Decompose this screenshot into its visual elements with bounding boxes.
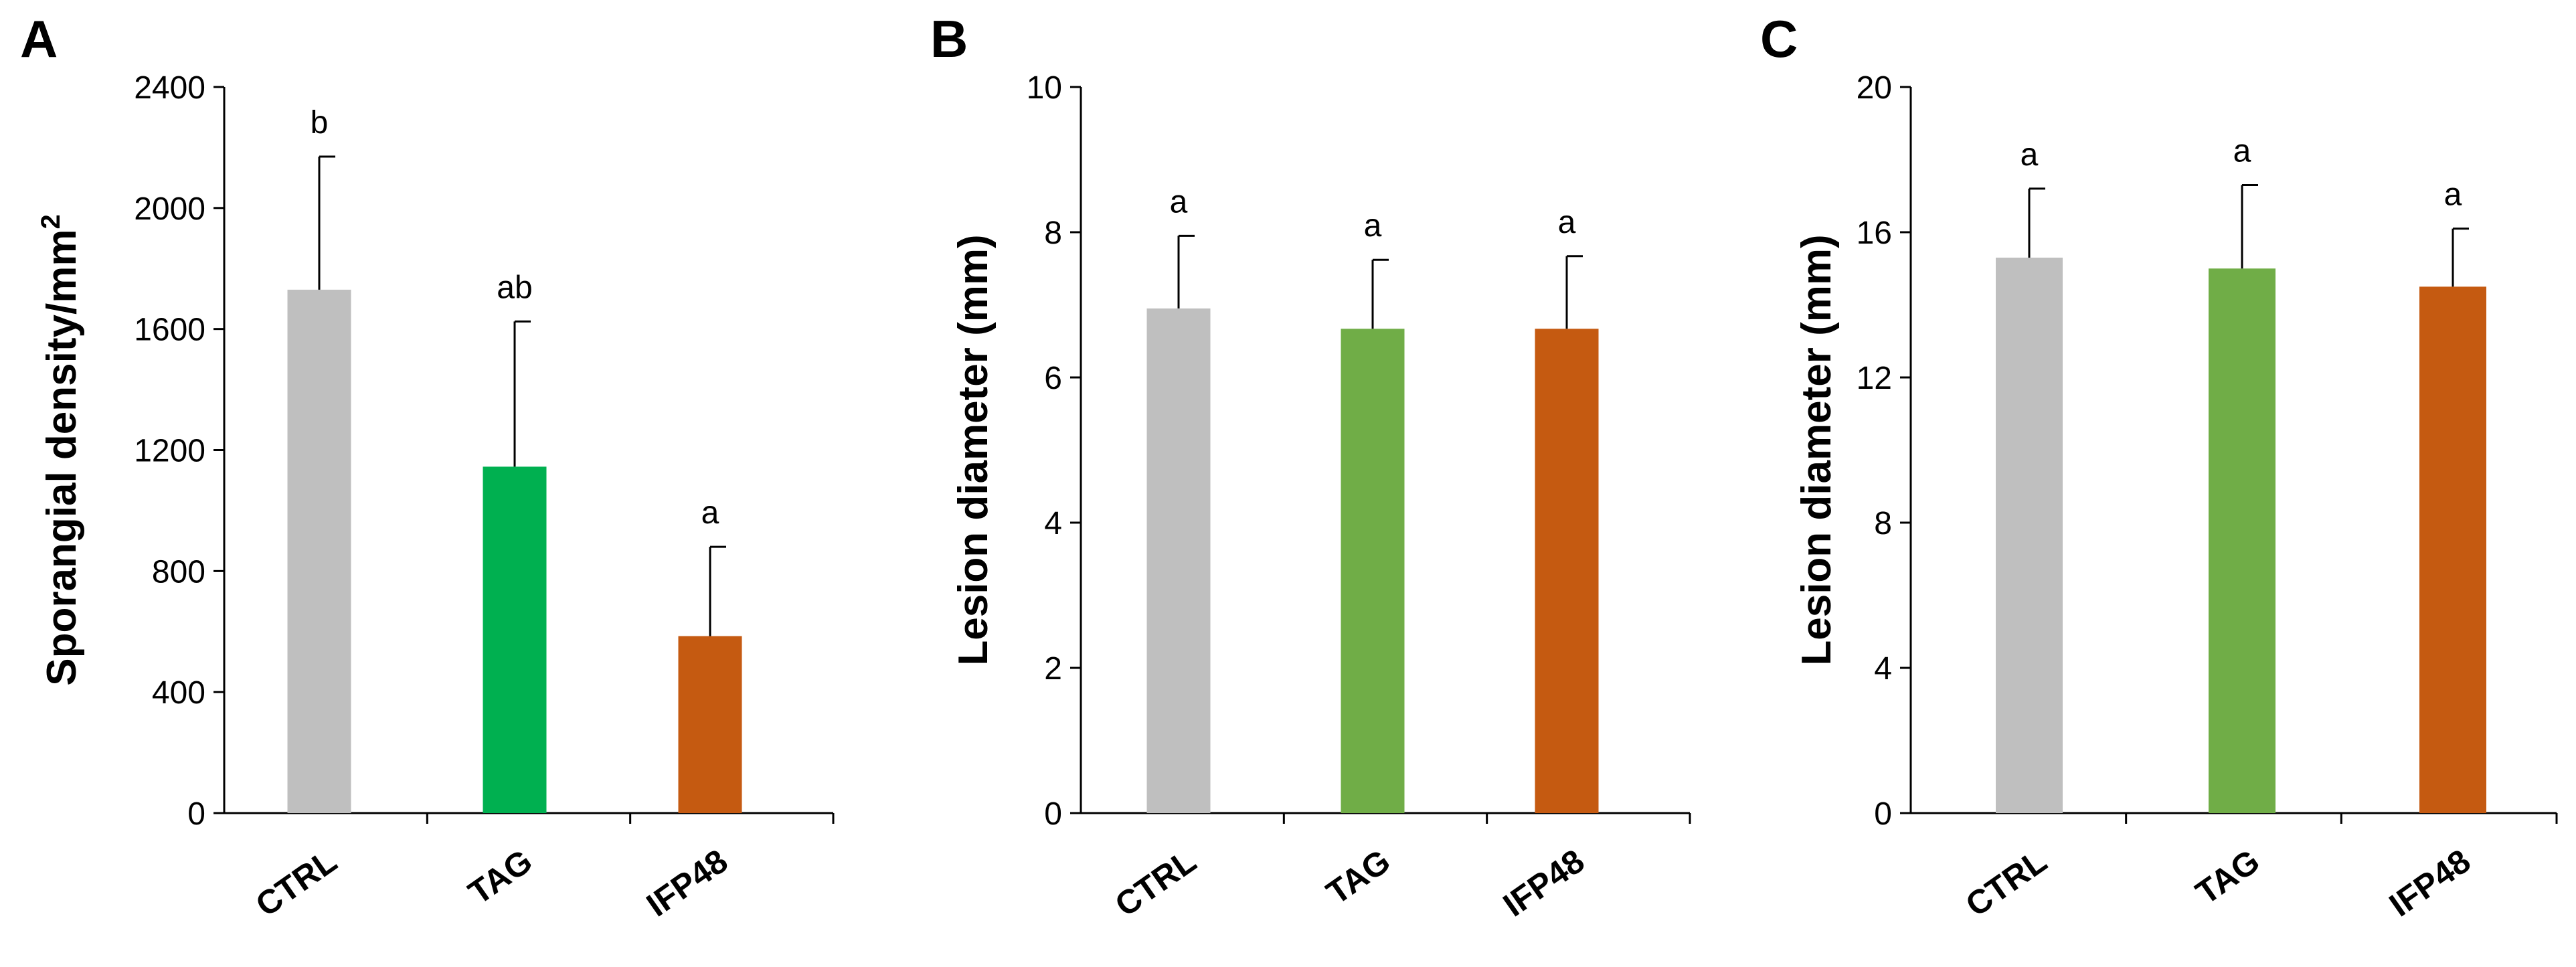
y-tick-label: 16 bbox=[1857, 215, 1892, 251]
x-tick-label: IFP48 bbox=[2383, 842, 2477, 924]
significance-label: a bbox=[1170, 184, 1188, 219]
bar-ctrl bbox=[1996, 257, 2063, 814]
bar-tag bbox=[2209, 268, 2276, 813]
significance-label: a bbox=[2444, 177, 2462, 213]
y-tick-label: 2000 bbox=[134, 191, 205, 227]
bar-ifp48 bbox=[2419, 286, 2486, 813]
y-tick-label: 2 bbox=[1044, 651, 1062, 687]
significance-label: a bbox=[2021, 137, 2039, 173]
significance-label: b bbox=[311, 105, 329, 141]
x-tick-label: TAG bbox=[2189, 842, 2267, 911]
y-tick-label: 800 bbox=[152, 554, 205, 590]
y-tick-label: 1200 bbox=[134, 434, 205, 469]
significance-label: a bbox=[1364, 208, 1382, 244]
x-tick-label: CTRL bbox=[1959, 842, 2053, 924]
y-axis-label-superscript: 2 bbox=[36, 214, 66, 229]
y-tick-label: 1600 bbox=[134, 313, 205, 348]
y-tick-label: 8 bbox=[1874, 506, 1892, 541]
x-tick-label: TAG bbox=[462, 842, 539, 911]
y-tick-label: 0 bbox=[187, 796, 205, 832]
panel-b: B 0 2 4 6 8 10 Lesion diameter (mm) a CTRL a TAG a IF… bbox=[930, 9, 1691, 924]
y-tick-label: 10 bbox=[1027, 70, 1062, 106]
significance-label: a bbox=[701, 495, 719, 531]
panel-c: C 0 4 8 12 16 20 Lesion diameter (mm) a CTRL a TAG a… bbox=[1760, 9, 2558, 924]
bar-ifp48 bbox=[1535, 329, 1599, 813]
x-tick-label: IFP48 bbox=[1496, 842, 1591, 924]
x-tick-label: IFP48 bbox=[640, 842, 734, 924]
y-tick-label: 0 bbox=[1044, 796, 1062, 832]
y-tick-label: 4 bbox=[1874, 651, 1892, 687]
y-tick-label: 400 bbox=[152, 675, 205, 711]
y-tick-label: 20 bbox=[1857, 70, 1892, 106]
y-tick-label: 4 bbox=[1044, 506, 1062, 541]
panel-letter: B bbox=[930, 9, 968, 68]
bar-ctrl bbox=[1146, 308, 1211, 813]
significance-label: a bbox=[2233, 133, 2251, 169]
significance-label: a bbox=[1558, 205, 1576, 240]
y-tick-label: 6 bbox=[1044, 361, 1062, 396]
significance-label: ab bbox=[497, 270, 532, 305]
bar-ifp48 bbox=[678, 636, 742, 813]
y-tick-label: 12 bbox=[1857, 361, 1892, 396]
y-tick-label: 2400 bbox=[134, 70, 205, 106]
y-axis-label: Lesion diameter (mm) bbox=[1794, 234, 1840, 665]
y-axis-label: Lesion diameter (mm) bbox=[950, 234, 997, 665]
y-tick-label: 0 bbox=[1874, 796, 1892, 832]
x-tick-label: TAG bbox=[1320, 842, 1397, 911]
bar-tag bbox=[1341, 329, 1405, 813]
x-tick-label: CTRL bbox=[249, 842, 343, 924]
panel-letter: C bbox=[1760, 9, 1798, 68]
x-tick-label: CTRL bbox=[1108, 842, 1203, 924]
bar-ctrl bbox=[287, 289, 351, 813]
panel-a: A 0 400 800 1200 1600 2000 2400 Sporangial densi… bbox=[20, 9, 835, 924]
y-axis-label: Sporangial density/mm2 bbox=[36, 214, 85, 685]
bar-tag bbox=[483, 466, 547, 813]
y-tick-label: 8 bbox=[1044, 215, 1062, 251]
panel-letter: A bbox=[20, 9, 58, 68]
